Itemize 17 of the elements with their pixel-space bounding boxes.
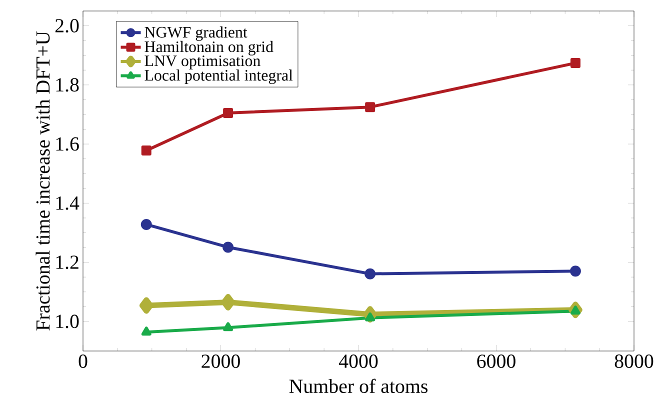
y-tick-label: 1.2 <box>56 256 78 270</box>
y-tick-label: 1.8 <box>56 78 79 92</box>
x-tick-label: 2000 <box>202 354 240 368</box>
x-tick-label: 4000 <box>338 354 378 368</box>
legend-label: LNV optimisation <box>144 55 260 70</box>
x-tick-label: 8000 <box>614 354 654 368</box>
y-axis-title: Fractional time increase with DFT+U <box>36 31 50 330</box>
legend-label: Hamiltonain on grid <box>144 40 274 56</box>
x-axis-title: Number of atoms <box>289 378 428 394</box>
y-tick-label: 1.0 <box>56 314 79 328</box>
y-tick-label: 1.4 <box>56 196 80 210</box>
legend-label: NGWF gradient <box>144 26 248 41</box>
y-tick-label: 2.0 <box>55 19 79 33</box>
x-tick-label: 0 <box>78 354 88 368</box>
x-tick-label: 6000 <box>477 354 516 368</box>
legend-label: Local potential integral <box>144 70 293 84</box>
y-tick-label: 1.6 <box>56 137 79 151</box>
